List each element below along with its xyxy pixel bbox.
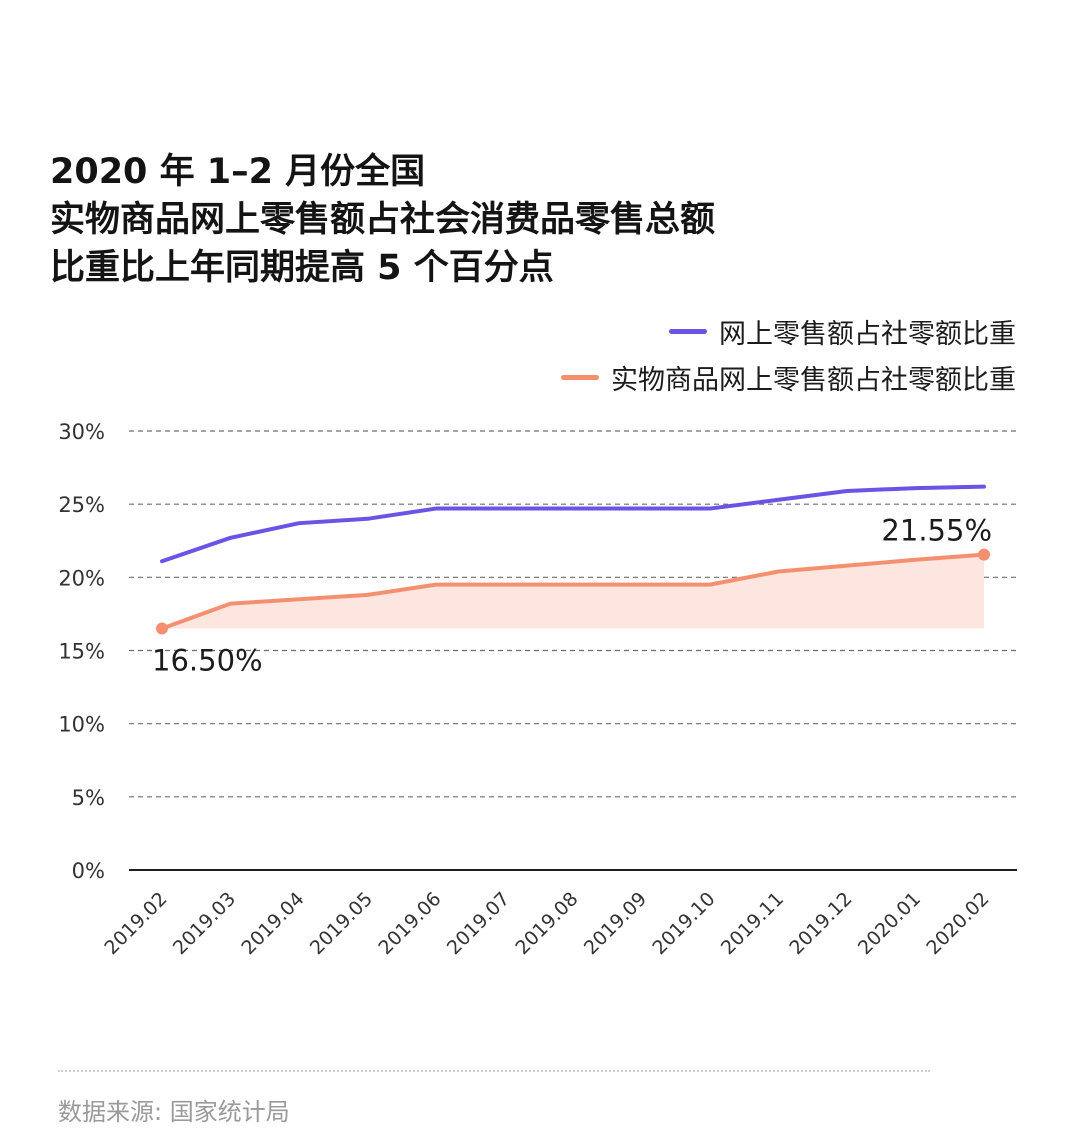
legend-label-physical: 实物商品网上零售额占社零额比重 [611, 364, 1016, 396]
x-tick-label: 2019.08 [511, 888, 582, 959]
x-tick-label: 2020.01 [854, 888, 925, 959]
legend-swatch-online [669, 328, 707, 334]
x-tick-label: 2019.04 [237, 888, 308, 959]
data-point-marker [156, 622, 168, 635]
y-tick-label: 0% [72, 859, 105, 883]
data-point-marker [978, 548, 990, 561]
chart-title: 2020 年 1–2 月份全国 实物商品网上零售额占社会消费品零售总额 比重比上… [50, 148, 1050, 292]
legend-item-physical: 实物商品网上零售额占社零额比重 [561, 354, 1016, 400]
title-line-2: 实物商品网上零售额占社会消费品零售总额 [50, 200, 716, 240]
x-tick-label: 2019.06 [374, 888, 445, 959]
title-line-3: 比重比上年同期提高 5 个百分点 [50, 248, 554, 288]
x-tick-label: 2019.09 [580, 888, 651, 959]
y-tick-label: 20% [58, 566, 105, 590]
x-tick-label: 2019.12 [785, 888, 856, 959]
x-tick-label: 2019.05 [306, 888, 377, 959]
data-source: 数据来源: 国家统计局 [58, 1098, 290, 1126]
x-tick-label: 2019.11 [717, 888, 788, 959]
data-label: 21.55% [881, 514, 992, 548]
series-line [160, 552, 986, 631]
y-tick-label: 5% [72, 786, 105, 810]
title-line-1: 2020 年 1–2 月份全国 [50, 152, 426, 192]
y-tick-label: 30% [58, 420, 105, 444]
x-tick-label: 2020.02 [922, 888, 993, 959]
legend: 网上零售额占社零额比重 实物商品网上零售额占社零额比重 [561, 308, 1016, 400]
footer-divider [58, 1070, 930, 1072]
x-tick-label: 2019.02 [100, 888, 171, 959]
y-tick-label: 10% [58, 713, 105, 737]
legend-label-online: 网上零售额占社零额比重 [719, 318, 1016, 350]
x-tick-label: 2019.07 [443, 888, 514, 959]
legend-item-online: 网上零售额占社零额比重 [561, 308, 1016, 354]
legend-swatch-physical [561, 374, 599, 380]
data-label: 16.50% [152, 644, 263, 678]
x-tick-label: 2019.03 [169, 888, 240, 959]
y-tick-label: 25% [58, 493, 105, 517]
series-line [160, 484, 986, 564]
y-tick-label: 15% [58, 640, 105, 664]
x-tick-label: 2019.10 [648, 888, 719, 959]
